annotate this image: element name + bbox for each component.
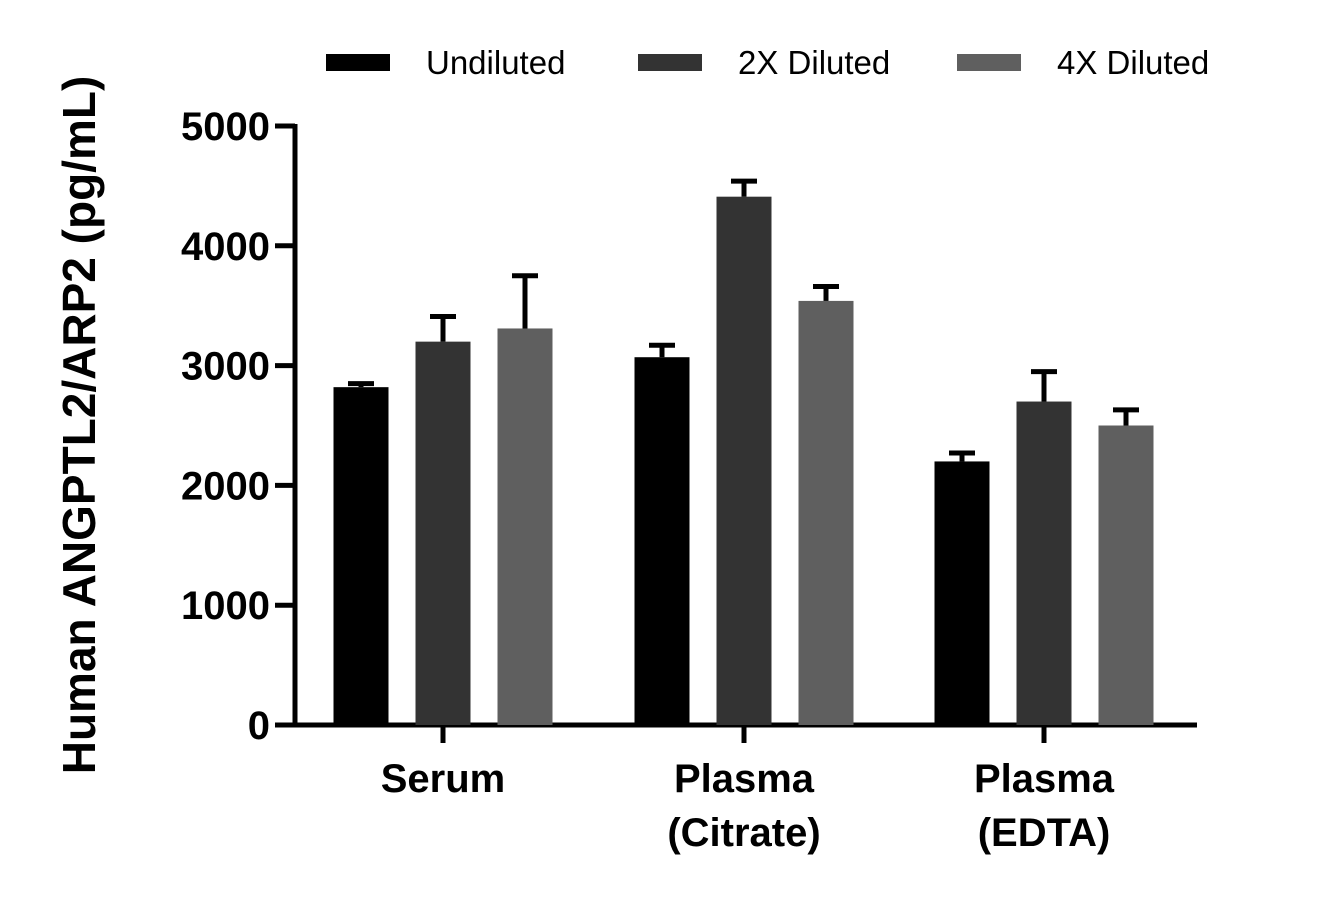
error-bar — [512, 273, 538, 329]
x-tick-label: (Citrate) — [667, 811, 820, 855]
y-tick-label: 0 — [248, 704, 270, 748]
legend-label: 2X Diluted — [738, 44, 890, 81]
bar — [1016, 401, 1072, 725]
bar — [798, 300, 854, 725]
y-axis-label: Human ANGPTL2/ARP2 (pg/mL) — [53, 76, 105, 775]
legend: Undiluted 2X Diluted 4X Diluted — [326, 44, 1209, 81]
legend-swatch — [326, 54, 390, 71]
bar — [716, 196, 772, 725]
bar — [934, 461, 990, 725]
error-bars — [348, 178, 1139, 462]
error-bar — [813, 284, 839, 301]
x-tick-label: (EDTA) — [978, 811, 1111, 855]
bar — [634, 357, 690, 725]
y-tick-label: 4000 — [181, 225, 270, 269]
x-tick-label: Serum — [381, 757, 506, 801]
error-bar — [949, 450, 975, 462]
bar — [415, 341, 471, 725]
y-tick-label: 2000 — [181, 464, 270, 508]
legend-label: 4X Diluted — [1057, 44, 1209, 81]
category-labels: Serum Plasma (Citrate) Plasma (EDTA) — [381, 757, 1115, 855]
error-bar — [430, 313, 456, 342]
y-tick-label: 1000 — [181, 584, 270, 628]
legend-item: 4X Diluted — [957, 44, 1209, 81]
bar — [333, 387, 389, 725]
bar — [497, 328, 553, 725]
bars — [333, 196, 1154, 725]
error-bar — [1031, 369, 1057, 402]
legend-label: Undiluted — [426, 44, 565, 81]
y-tick-label: 3000 — [181, 345, 270, 389]
error-bar — [1113, 407, 1139, 426]
y-axis-title: Human ANGPTL2/ARP2 (pg/mL) — [53, 76, 105, 775]
error-bar — [649, 342, 675, 358]
legend-swatch — [957, 54, 1021, 71]
legend-swatch — [638, 54, 702, 71]
error-bar — [731, 178, 757, 197]
x-tick-label: Plasma — [674, 757, 815, 801]
legend-item: 2X Diluted — [638, 44, 890, 81]
error-bar — [348, 381, 374, 388]
legend-item: Undiluted — [326, 44, 565, 81]
bar — [1098, 425, 1154, 725]
x-tick-label: Plasma — [974, 757, 1115, 801]
y-tick-label: 5000 — [181, 105, 270, 149]
